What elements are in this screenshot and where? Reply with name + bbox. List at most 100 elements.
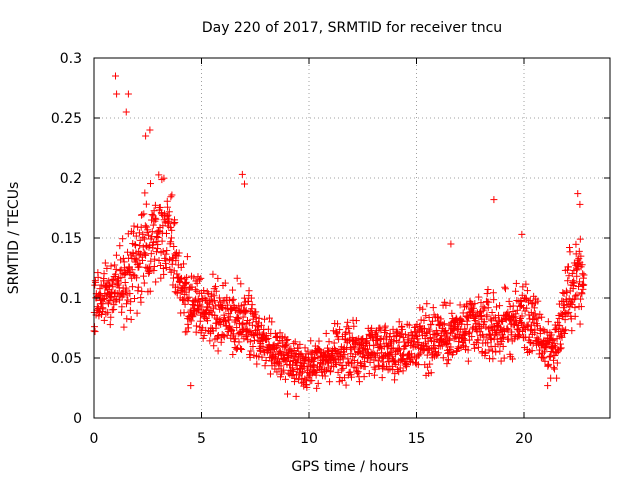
data-point [370, 342, 378, 350]
data-point [391, 376, 399, 384]
data-point [564, 277, 572, 285]
data-point [345, 324, 353, 332]
data-point [154, 233, 162, 241]
data-point [148, 216, 156, 224]
data-point [241, 180, 248, 188]
data-point [326, 378, 334, 386]
data-point [499, 342, 507, 350]
data-point [442, 327, 450, 335]
data-point [165, 215, 173, 223]
data-point [238, 345, 246, 353]
data-point [136, 236, 144, 244]
data-point [140, 279, 148, 287]
data-point [164, 211, 172, 219]
data-point [146, 126, 154, 134]
data-point [471, 317, 479, 325]
data-point [312, 371, 320, 379]
data-point [509, 302, 517, 310]
data-point [370, 371, 378, 379]
data-point [497, 316, 505, 324]
data-point [487, 336, 495, 344]
data-point [168, 226, 176, 234]
data-point [117, 256, 125, 264]
data-point [440, 320, 448, 328]
data-point [132, 232, 140, 240]
data-point [446, 336, 454, 344]
data-point [574, 262, 582, 270]
data-point [242, 306, 250, 314]
data-point [327, 367, 335, 375]
data-point [504, 335, 512, 343]
data-point [544, 318, 552, 326]
data-point [170, 220, 178, 228]
data-point [452, 347, 460, 355]
data-point [304, 347, 312, 355]
data-point [355, 378, 363, 386]
data-point [167, 268, 175, 276]
data-point [474, 343, 482, 351]
data-point [147, 180, 155, 188]
data-point [142, 132, 150, 140]
data-point [396, 364, 404, 372]
data-point [199, 334, 207, 342]
data-point [358, 335, 366, 343]
data-point [523, 304, 531, 312]
data-point [214, 347, 222, 355]
data-point [257, 321, 265, 329]
data-point [229, 351, 237, 359]
data-point [553, 374, 561, 382]
data-point [104, 308, 112, 316]
data-point [334, 320, 342, 328]
data-point [529, 311, 537, 319]
data-point [167, 193, 175, 201]
data-point [162, 264, 170, 272]
data-point [157, 274, 165, 282]
data-point [246, 353, 254, 361]
data-point [556, 322, 564, 330]
data-point [478, 348, 486, 356]
data-point [276, 358, 284, 366]
data-point [492, 348, 500, 356]
data-point [404, 338, 412, 346]
data-point [452, 333, 460, 341]
data-point [192, 328, 200, 336]
data-point [112, 72, 119, 80]
data-point [429, 304, 437, 312]
data-point [162, 250, 170, 258]
data-point [567, 315, 575, 323]
y-tick-label: 0.3 [60, 51, 82, 67]
data-point [243, 332, 251, 340]
data-point [155, 171, 163, 179]
data-point [395, 368, 403, 376]
data-point [284, 336, 292, 344]
data-point [426, 360, 434, 368]
data-point [570, 279, 578, 287]
data-point [482, 333, 490, 341]
data-point [139, 256, 147, 264]
data-point [448, 329, 456, 337]
data-point [549, 356, 557, 364]
data-point [146, 265, 154, 273]
data-point [156, 203, 164, 211]
data-point [442, 301, 450, 309]
data-point [356, 340, 364, 348]
data-point [160, 174, 168, 182]
data-point [140, 272, 148, 280]
data-point [132, 255, 140, 263]
data-point [332, 360, 340, 368]
data-point [572, 240, 580, 248]
data-point [441, 298, 449, 306]
data-point [131, 295, 139, 303]
data-point [244, 328, 252, 336]
data-point [442, 340, 450, 348]
data-point [103, 264, 111, 272]
data-point [531, 310, 539, 318]
data-point [138, 211, 146, 219]
data-point [152, 215, 160, 223]
data-point [565, 244, 573, 252]
data-point [485, 298, 493, 306]
data-point [370, 356, 378, 364]
data-point [228, 326, 236, 334]
data-point [294, 344, 302, 352]
data-point [496, 302, 504, 310]
